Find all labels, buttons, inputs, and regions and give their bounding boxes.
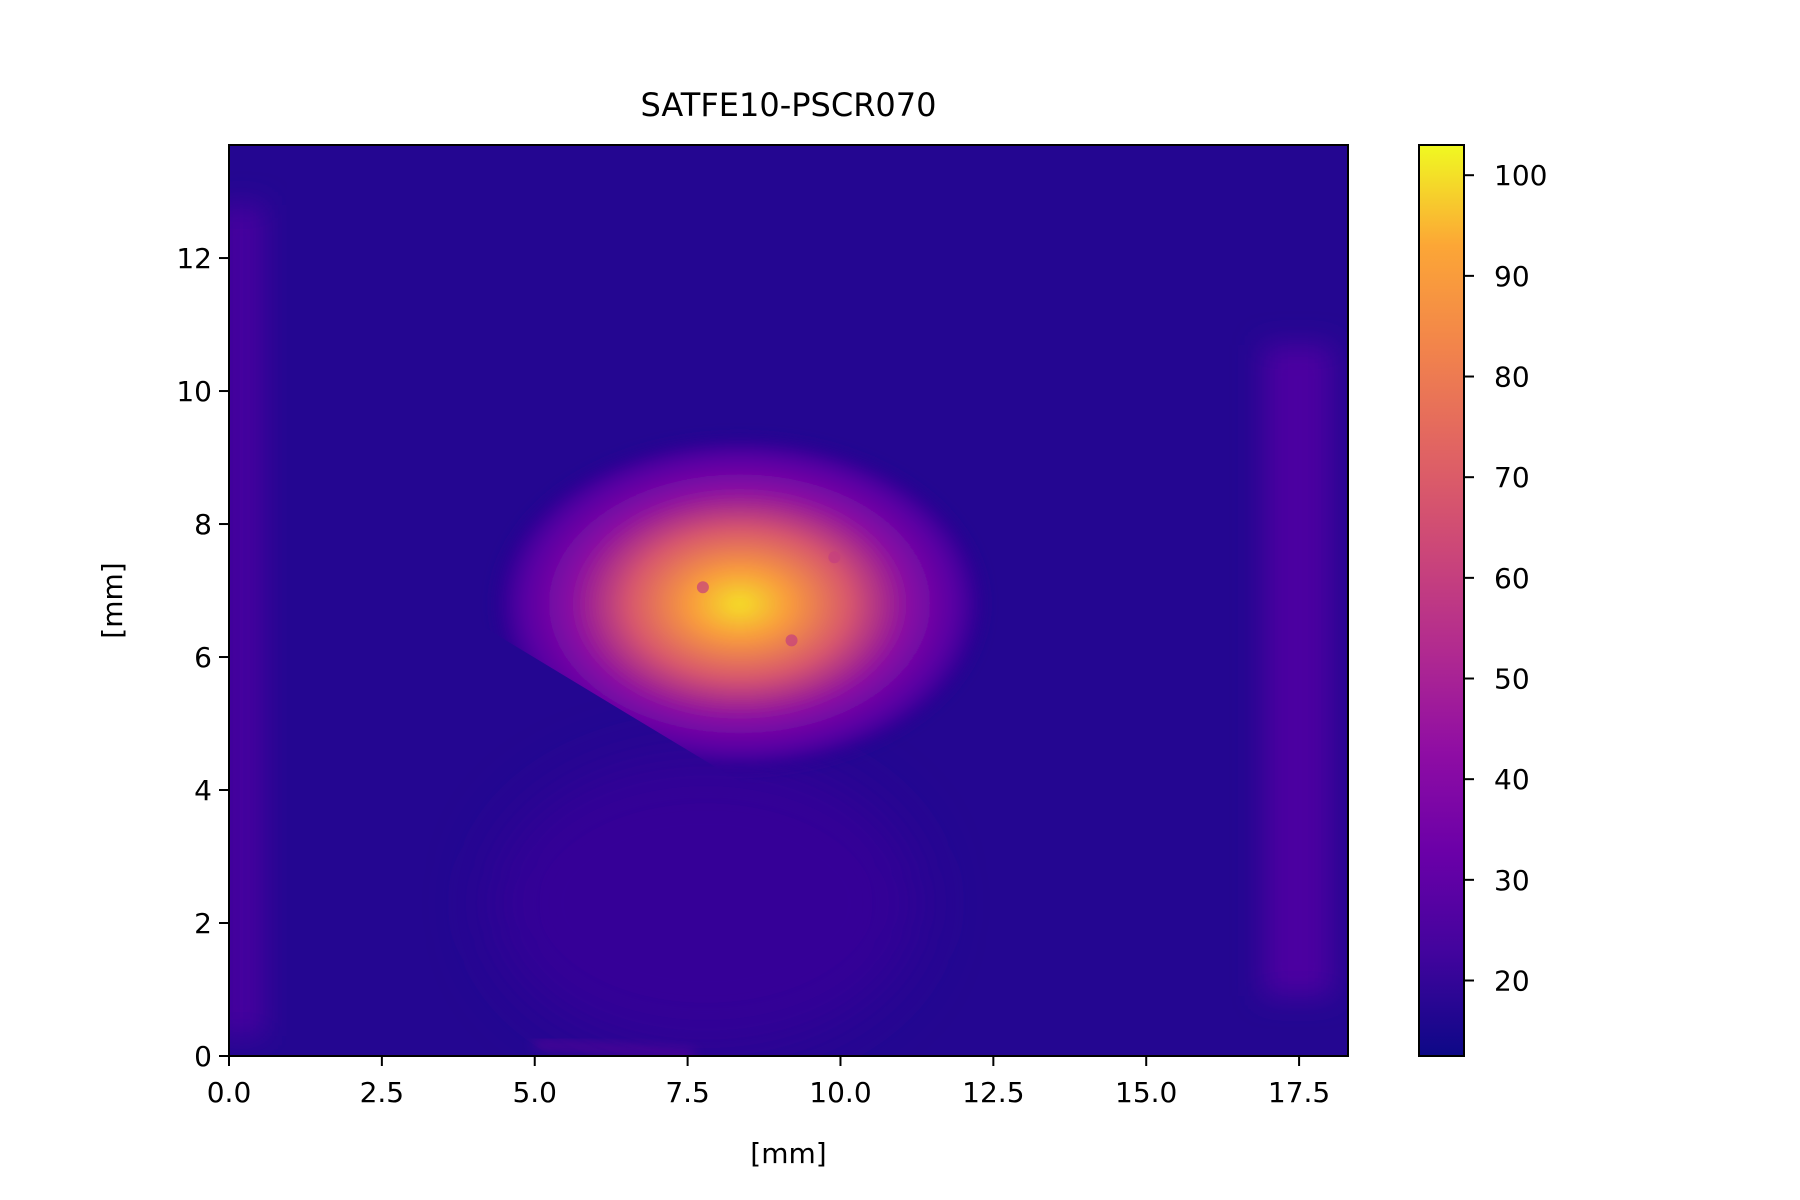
colorbar-tick-label: 50 [1494,663,1530,696]
colorbar-frame [1418,144,1465,1057]
x-tick-label: 17.5 [1268,1076,1330,1109]
beam-spot-core [494,437,985,771]
beam-spot [494,437,985,771]
spot-speckle [785,634,798,647]
colorbar-fill [1419,145,1464,1056]
chart-title: SATFE10-PSCR070 [640,86,936,124]
spot-speckle [828,551,841,564]
colorbar-tick-label: 20 [1494,965,1530,998]
secondary-halo [491,756,920,1050]
x-tick-label: 0.0 [207,1076,252,1109]
y-axis-label: [mm] [96,562,129,638]
y-tick-label: 12 [176,242,212,275]
spot-speckle [696,581,709,594]
colorbar-tick-label: 100 [1494,159,1547,192]
heatmap-image [229,145,1348,1056]
colorbar-tick-label: 60 [1494,562,1530,595]
y-tick-label: 2 [194,907,212,940]
right-edge-glow [1263,345,1333,996]
colorbar-tick-label: 80 [1494,361,1530,394]
y-tick-label: 6 [194,641,212,674]
colorbar: 20 30 40 50 60 70 80 90 100 [1418,144,1547,1057]
x-tick-label: 10.0 [809,1076,871,1109]
colorbar-tick-label: 30 [1494,864,1530,897]
y-axis: 0 2 4 6 8 10 12 [176,242,229,1073]
left-edge-glow [229,205,264,1036]
colorbar-axis: 20 30 40 50 60 70 80 90 100 [1464,159,1547,998]
x-tick-label: 5.0 [512,1076,557,1109]
x-axis-label: [mm] [750,1137,826,1170]
x-tick-label: 12.5 [962,1076,1024,1109]
plot-area [228,144,1349,1057]
bottom-streak [534,1042,694,1056]
y-tick-label: 4 [194,774,212,807]
colorbar-tick-label: 90 [1494,260,1530,293]
x-axis: 0.0 2.5 5.0 7.5 10.0 12.5 15.0 17.5 [207,1056,1330,1109]
y-tick-label: 0 [194,1040,212,1073]
x-tick-label: 7.5 [665,1076,710,1109]
x-tick-label: 2.5 [360,1076,405,1109]
plot-frame [228,144,1349,1057]
x-tick-label: 15.0 [1115,1076,1177,1109]
colorbar-tick-label: 40 [1494,763,1530,796]
y-tick-label: 8 [194,508,212,541]
y-tick-label: 10 [176,375,212,408]
colorbar-tick-label: 70 [1494,461,1530,494]
